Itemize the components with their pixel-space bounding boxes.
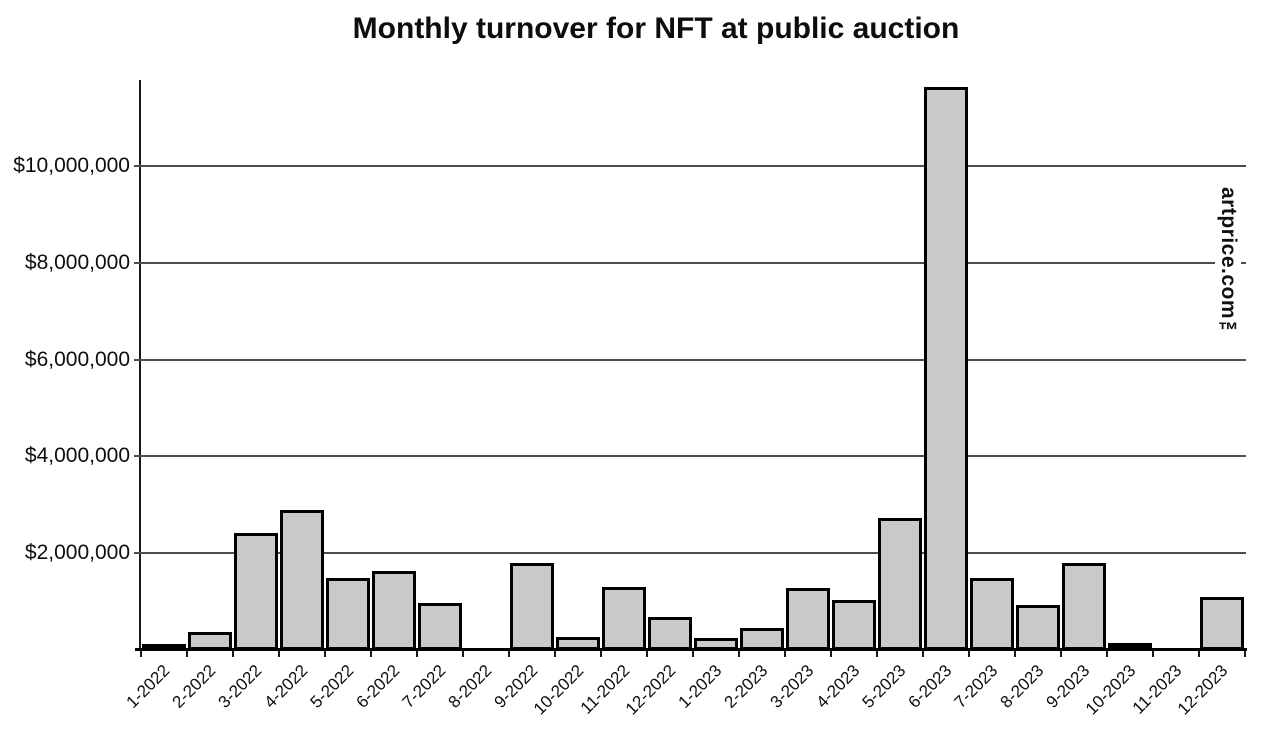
x-axis-tick — [968, 651, 970, 657]
gridline — [134, 165, 1246, 167]
bar — [188, 632, 232, 650]
x-axis-tick — [462, 651, 464, 657]
x-axis-tick — [1244, 651, 1246, 657]
x-axis-tick — [830, 651, 832, 657]
x-axis-tick — [186, 651, 188, 657]
bar — [740, 628, 784, 650]
gridline — [134, 261, 1246, 264]
bar — [1062, 563, 1106, 650]
y-axis-tick-label: $8,000,000 — [24, 250, 130, 274]
x-axis-tick — [876, 651, 878, 657]
bar — [1200, 597, 1244, 650]
x-axis-tick — [1014, 651, 1016, 657]
bar — [694, 638, 738, 650]
x-axis-tick — [140, 651, 142, 657]
y-axis-line — [139, 80, 141, 651]
bar — [1016, 605, 1060, 650]
x-axis-tick — [1152, 651, 1154, 657]
x-axis-tick — [784, 651, 786, 657]
x-axis-tick — [738, 651, 740, 657]
x-axis-tick — [508, 651, 510, 657]
x-axis-tick — [232, 651, 234, 657]
bar — [924, 87, 968, 650]
x-axis-tick — [600, 651, 602, 657]
bar — [142, 644, 186, 650]
bar — [648, 617, 692, 650]
y-axis-tick-label: $10,000,000 — [13, 154, 130, 177]
bar — [326, 578, 370, 650]
bar — [556, 637, 600, 650]
x-axis-tick — [370, 651, 372, 657]
x-axis-tick — [278, 651, 280, 657]
bar — [464, 648, 508, 650]
x-axis-tick — [1198, 651, 1200, 657]
x-axis-tick — [1106, 651, 1108, 657]
bar — [878, 518, 922, 650]
x-axis-tick — [692, 651, 694, 657]
bar — [418, 603, 462, 650]
bar — [602, 587, 646, 650]
y-axis-tick-label: $2,000,000 — [24, 541, 130, 565]
gridline — [134, 358, 1246, 361]
x-axis-tick — [554, 651, 556, 657]
y-axis-tick-label: $6,000,000 — [24, 347, 130, 371]
watermark-artprice: artprice.com™ — [1215, 185, 1241, 345]
gridline — [134, 552, 1246, 555]
x-axis-tick — [1060, 651, 1062, 657]
bar — [832, 600, 876, 650]
bar — [510, 563, 554, 650]
bar — [786, 588, 830, 650]
gridline — [134, 455, 1246, 458]
chart-title: Monthly turnover for NFT at public aucti… — [352, 12, 960, 45]
x-axis-tick — [416, 651, 418, 657]
x-axis-tick — [922, 651, 924, 657]
x-axis-tick — [324, 651, 326, 657]
bar — [372, 571, 416, 650]
bar — [970, 578, 1014, 650]
y-axis-tick-label: $4,000,000 — [24, 444, 130, 468]
x-axis-tick — [646, 651, 648, 657]
bar — [1108, 643, 1152, 650]
bar — [234, 533, 278, 650]
bar — [280, 510, 324, 650]
